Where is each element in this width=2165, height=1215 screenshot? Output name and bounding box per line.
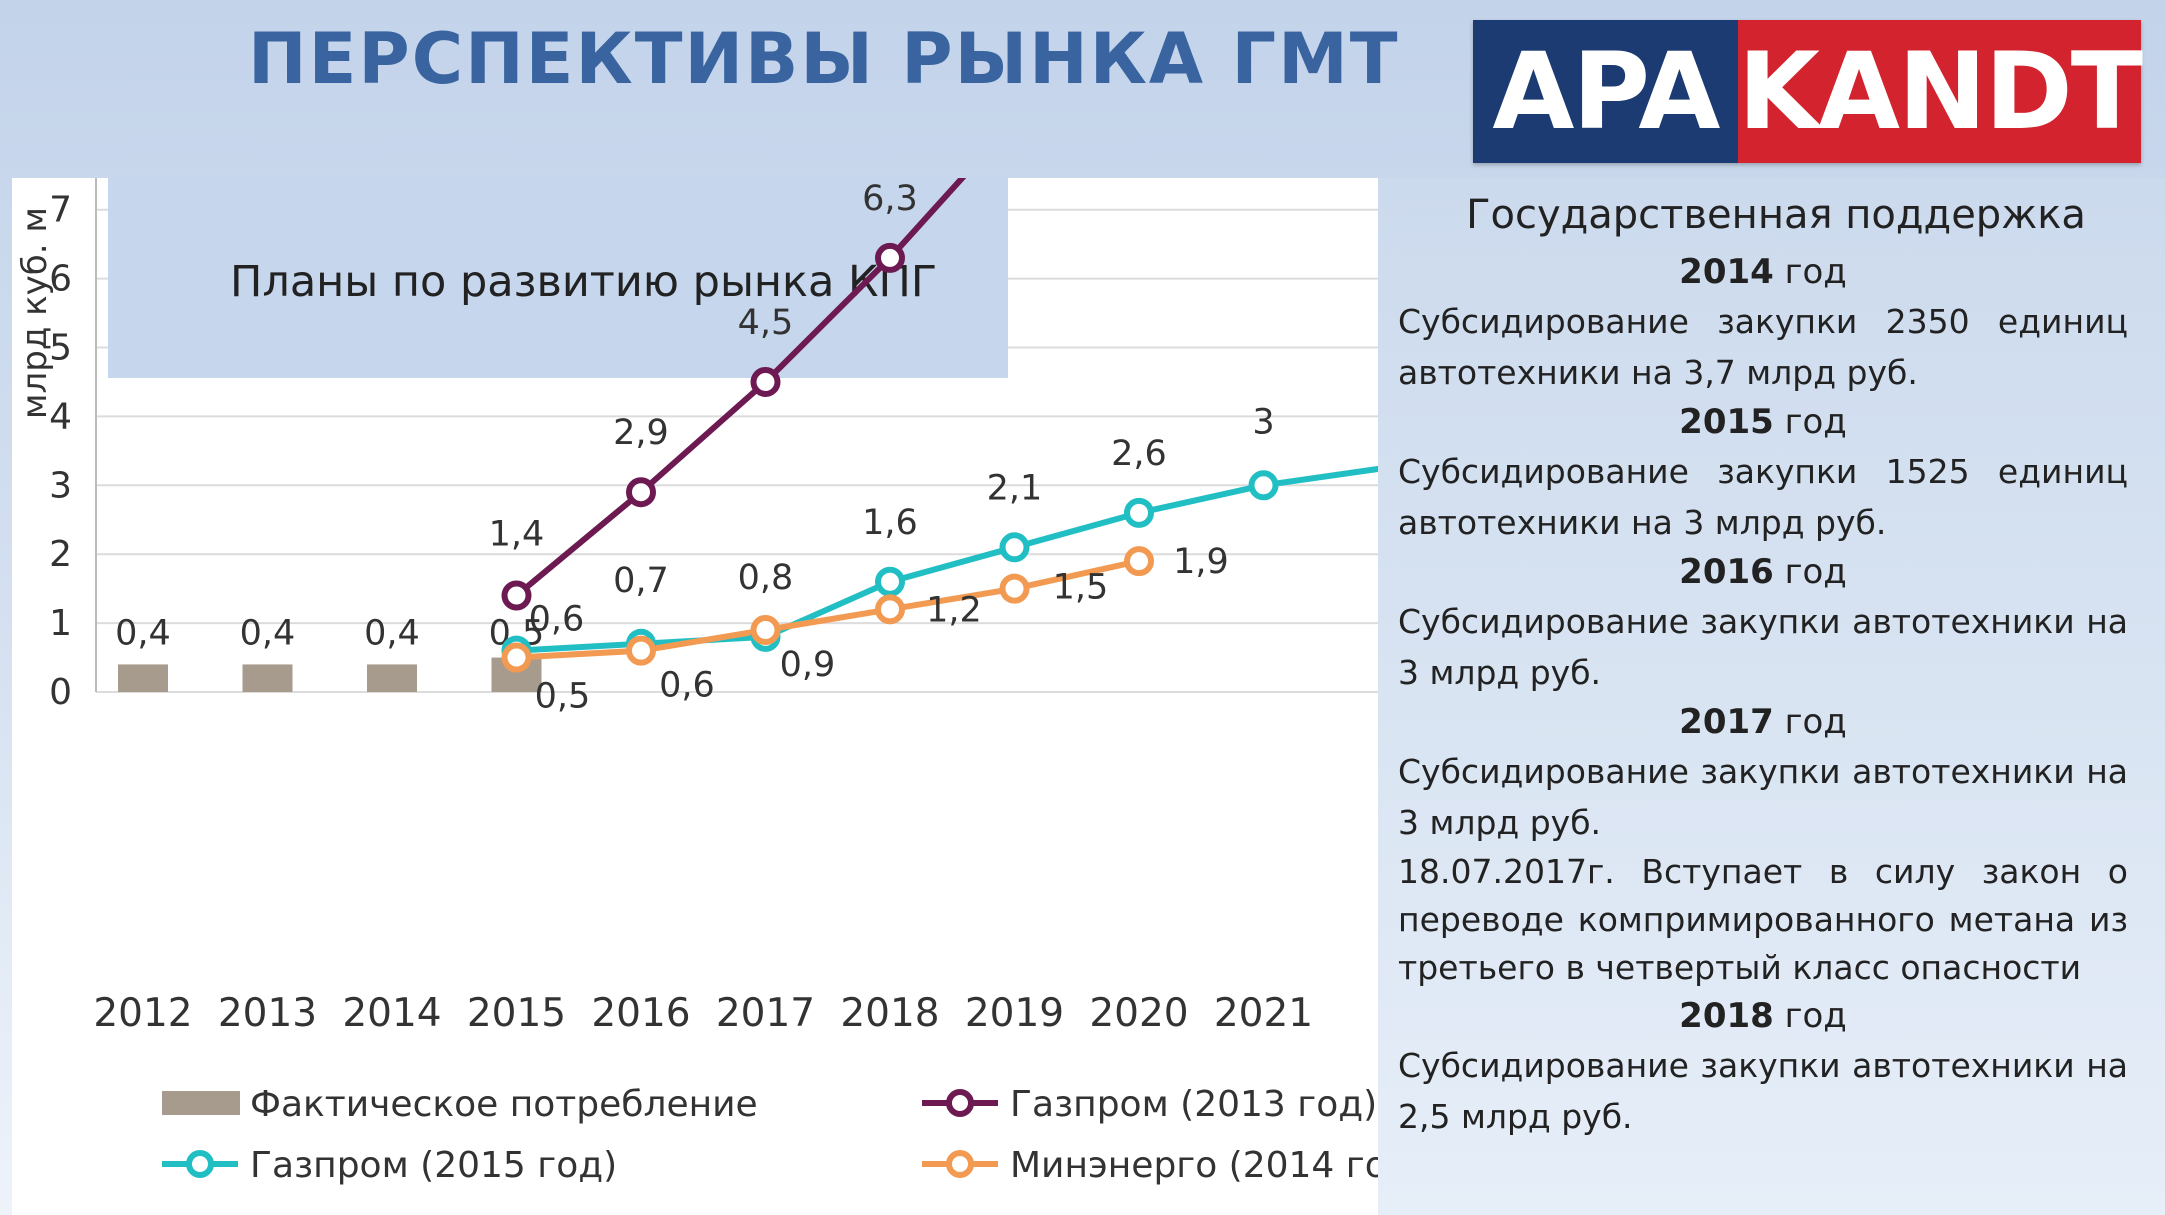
x-tick-label: 2017	[716, 991, 815, 1036]
line-data-label: 1,6	[862, 503, 918, 543]
slide-title: ПЕРСПЕКТИВЫ РЫНКА ГМТ	[248, 18, 1400, 100]
x-tick-label: 2018	[840, 991, 939, 1036]
support-title: Государственная поддержка	[1466, 192, 2086, 238]
bar-data-label: 0,4	[364, 613, 420, 653]
line-data-label: 0,9	[780, 645, 836, 685]
line-data-label: 1,2	[926, 590, 982, 630]
series-line	[514, 178, 967, 598]
data-point	[999, 573, 1030, 604]
legend-label: Газпром (2013 год)	[1010, 1084, 1377, 1125]
x-tick-label: 2016	[591, 991, 690, 1036]
y-axis-title: млрд куб. м	[15, 207, 55, 419]
data-point	[875, 594, 905, 625]
line-data-label: 0,7	[613, 561, 669, 601]
y-tick-label: 2	[49, 534, 72, 575]
data-point	[875, 566, 905, 597]
chart-title-box	[108, 178, 1008, 378]
support-text-2014: Субсидирование закупки 2350 единиц автот…	[1398, 302, 2128, 392]
support-text-2017: Субсидирование закупки автотехники на 3 …	[1398, 752, 2128, 842]
bar-data-label: 0,4	[240, 613, 296, 653]
legend-label: Газпром (2015 год)	[250, 1145, 617, 1186]
line-data-label: 6,3	[862, 179, 918, 219]
line-data-label: 1,4	[489, 515, 545, 555]
support-text-2016: Субсидирование закупки автотехники на 3 …	[1398, 602, 2128, 692]
x-tick-label: 2021	[1214, 991, 1313, 1036]
y-tick-label: 5	[49, 328, 72, 369]
x-tick-label: 2014	[342, 991, 441, 1036]
y-tick-label: 1	[49, 603, 72, 644]
legend-swatch	[162, 1091, 240, 1115]
year-suffix: год	[1784, 402, 1847, 442]
line-data-label: 2,6	[1111, 434, 1167, 474]
y-tick-label: 4	[49, 396, 72, 437]
data-point	[750, 366, 781, 397]
series-line	[516, 558, 1140, 661]
bar	[367, 664, 417, 692]
data-point	[999, 532, 1030, 563]
logo-left-part: APA	[1473, 20, 1738, 163]
year-number: 2015	[1679, 402, 1774, 442]
line-data-label: 2,1	[987, 468, 1043, 508]
line-data-label: 0,6	[659, 666, 715, 706]
legend-label: Фактическое потребление	[250, 1084, 758, 1125]
legend-label: Минэнерго (2014 год)	[1010, 1145, 1378, 1186]
x-tick-label: 2020	[1089, 991, 1188, 1036]
chart-title: Планы по развитию рынка КПГ	[230, 257, 937, 307]
x-tick-label: 2019	[965, 991, 1064, 1036]
legend-swatch-marker	[946, 1089, 974, 1117]
support-year-2014: 2014 год	[1398, 248, 2128, 296]
y-tick-label: 6	[49, 259, 72, 300]
year-suffix: год	[1784, 552, 1847, 592]
support-year-2016: 2016 год	[1398, 548, 2128, 596]
y-tick-label: 3	[49, 465, 72, 506]
y-tick-label: 7	[49, 190, 72, 231]
support-panel: Государственная поддержка 2014 год Субси…	[1378, 178, 2165, 1215]
y-tick-label: 0	[49, 672, 72, 713]
data-point	[875, 242, 905, 273]
line-data-label: 1,9	[1173, 542, 1229, 582]
line-data-label: 1,5	[1053, 568, 1109, 608]
support-text-2015: Субсидирование закупки 1525 единиц автот…	[1398, 452, 2128, 542]
support-year-2017: 2017 год	[1398, 698, 2128, 746]
series-line	[516, 465, 1378, 654]
data-point	[501, 642, 532, 673]
year-suffix: год	[1784, 702, 1847, 742]
year-number: 2014	[1679, 252, 1774, 292]
data-point	[750, 614, 781, 645]
company-logo: APA KANDT	[1473, 20, 2143, 163]
support-list: 2014 год Субсидирование закупки 2350 еди…	[1398, 248, 2128, 1142]
bar-data-label: 0,4	[115, 613, 171, 653]
year-number: 2018	[1679, 996, 1774, 1036]
line-data-label: 0,6	[529, 600, 585, 640]
legend-swatch-marker	[946, 1150, 974, 1178]
support-year-2018: 2018 год	[1398, 992, 2128, 1040]
year-number: 2017	[1679, 702, 1774, 742]
line-data-label: 4,5	[738, 303, 794, 343]
legend-swatch-marker	[186, 1150, 214, 1178]
support-year-2015: 2015 год	[1398, 398, 2128, 446]
year-suffix: год	[1784, 996, 1847, 1036]
data-point	[626, 477, 656, 508]
line-data-label: 2,9	[613, 413, 669, 453]
x-tick-label: 2015	[467, 991, 566, 1036]
data-point	[1248, 470, 1279, 501]
x-tick-label: 2012	[93, 991, 192, 1036]
line-data-label: 0,5	[535, 677, 591, 717]
support-law-note: 18.07.2017г. Вступает в силу закон о пер…	[1398, 852, 2128, 987]
bar	[118, 664, 168, 692]
data-point	[626, 635, 656, 666]
bar	[242, 664, 293, 692]
year-number: 2016	[1679, 552, 1774, 592]
line-data-label: 0,8	[738, 558, 794, 598]
year-suffix: год	[1784, 252, 1847, 292]
x-tick-label: 2013	[218, 991, 317, 1036]
data-point	[1124, 497, 1154, 528]
data-point	[1124, 546, 1154, 577]
support-text-2018: Субсидирование закупки автотехники на 2,…	[1398, 1046, 2128, 1136]
logo-right-part: KANDT	[1737, 20, 2143, 163]
line-data-label: 3	[1252, 402, 1274, 442]
data-point	[501, 580, 532, 611]
